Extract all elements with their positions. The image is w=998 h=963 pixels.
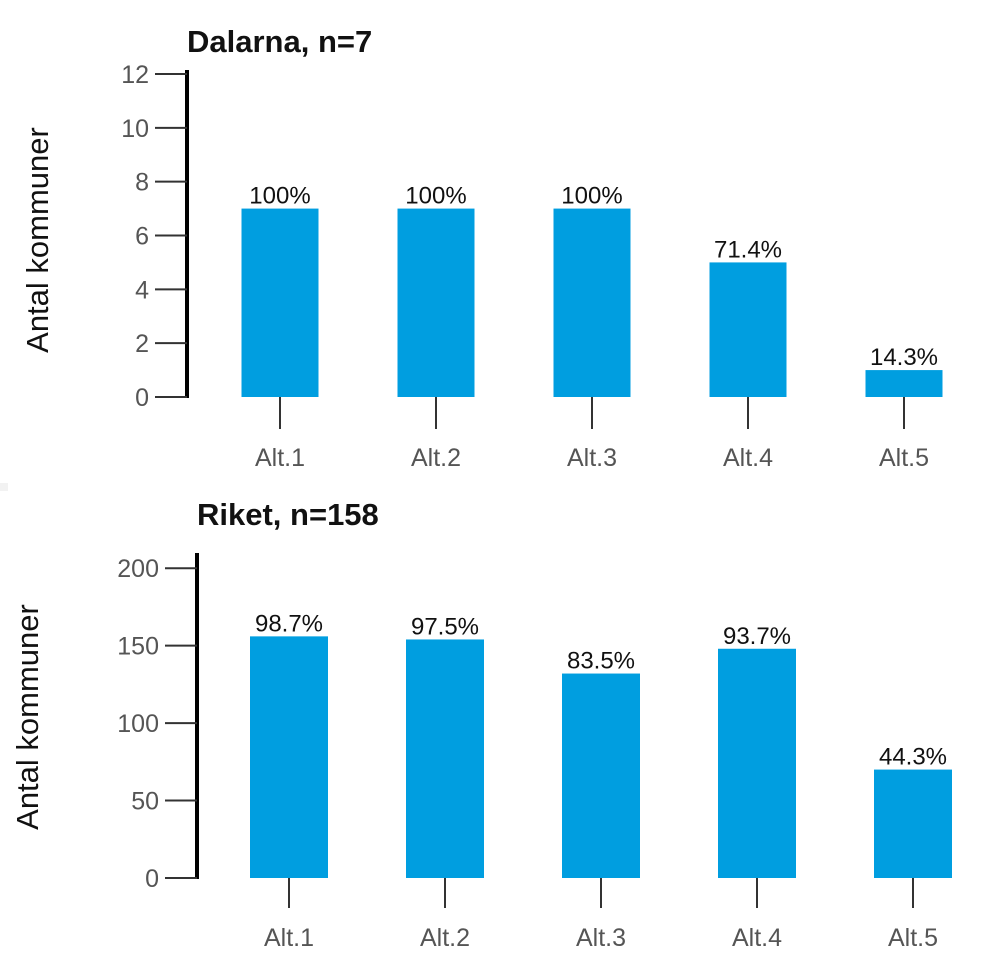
bar xyxy=(718,648,796,878)
data-label: 14.3% xyxy=(870,344,938,371)
chart-riket: Riket, n=158 Antal kommuner 0 50 100 150 200… xyxy=(0,485,998,963)
chart-title: Riket, n=158 xyxy=(197,497,379,532)
x-tick-label: Alt.5 xyxy=(879,444,929,472)
y-tick-label: 100 xyxy=(117,710,159,738)
chart-dalarna-svg: Dalarna, n=7 Antal kommuner 0 2 4 6 8 10 12 100… xyxy=(20,24,943,472)
bar xyxy=(562,673,640,878)
y-tick-label: 150 xyxy=(117,633,159,661)
y-tick-label: 4 xyxy=(135,276,149,304)
data-label: 93.7% xyxy=(723,623,791,650)
x-tick-label: Alt.1 xyxy=(255,444,305,472)
data-label: 97.5% xyxy=(411,613,479,640)
bar xyxy=(406,639,484,878)
data-label: 100% xyxy=(405,183,466,210)
y-tick-label: 0 xyxy=(145,865,159,893)
y-tick-label: 8 xyxy=(135,169,149,197)
y-axis-label: Antal kommuner xyxy=(10,604,45,830)
data-label: 100% xyxy=(561,183,622,210)
panel-separator xyxy=(0,483,8,491)
x-tick-label: Alt.3 xyxy=(576,924,626,952)
chart-riket-svg: Riket, n=158 Antal kommuner 0 50 100 150 200… xyxy=(10,497,952,952)
y-tick-label: 10 xyxy=(121,115,149,143)
x-tick-label: Alt.2 xyxy=(411,444,461,472)
bar xyxy=(250,636,328,878)
x-tick-label: Alt.4 xyxy=(723,444,773,472)
x-tick-label: Alt.3 xyxy=(567,444,617,472)
bar xyxy=(241,208,319,397)
y-tick-label: 6 xyxy=(135,223,149,251)
chart-dalarna: Dalarna, n=7 Antal kommuner 0 2 4 6 8 10 12 100… xyxy=(20,24,943,472)
bar xyxy=(553,208,631,397)
data-label: 71.4% xyxy=(714,236,782,263)
y-tick-label: 200 xyxy=(117,555,159,583)
data-label: 44.3% xyxy=(879,744,947,771)
x-tick-label: Alt.4 xyxy=(732,924,782,952)
x-tick-label: Alt.1 xyxy=(264,924,314,952)
x-tick-label: Alt.5 xyxy=(888,924,938,952)
y-axis-label: Antal kommuner xyxy=(20,127,55,353)
y-tick-label: 12 xyxy=(121,61,149,89)
chart-title: Dalarna, n=7 xyxy=(187,24,372,59)
y-tick-label: 50 xyxy=(131,788,159,816)
bar xyxy=(865,370,943,397)
y-tick-label: 2 xyxy=(135,330,149,358)
x-tick-label: Alt.2 xyxy=(420,924,470,952)
data-label: 100% xyxy=(249,183,310,210)
data-label: 83.5% xyxy=(567,648,635,675)
bar xyxy=(397,208,475,397)
bar xyxy=(874,769,952,878)
bar xyxy=(709,262,787,397)
y-tick-label: 0 xyxy=(135,384,149,412)
data-label: 98.7% xyxy=(255,610,323,637)
